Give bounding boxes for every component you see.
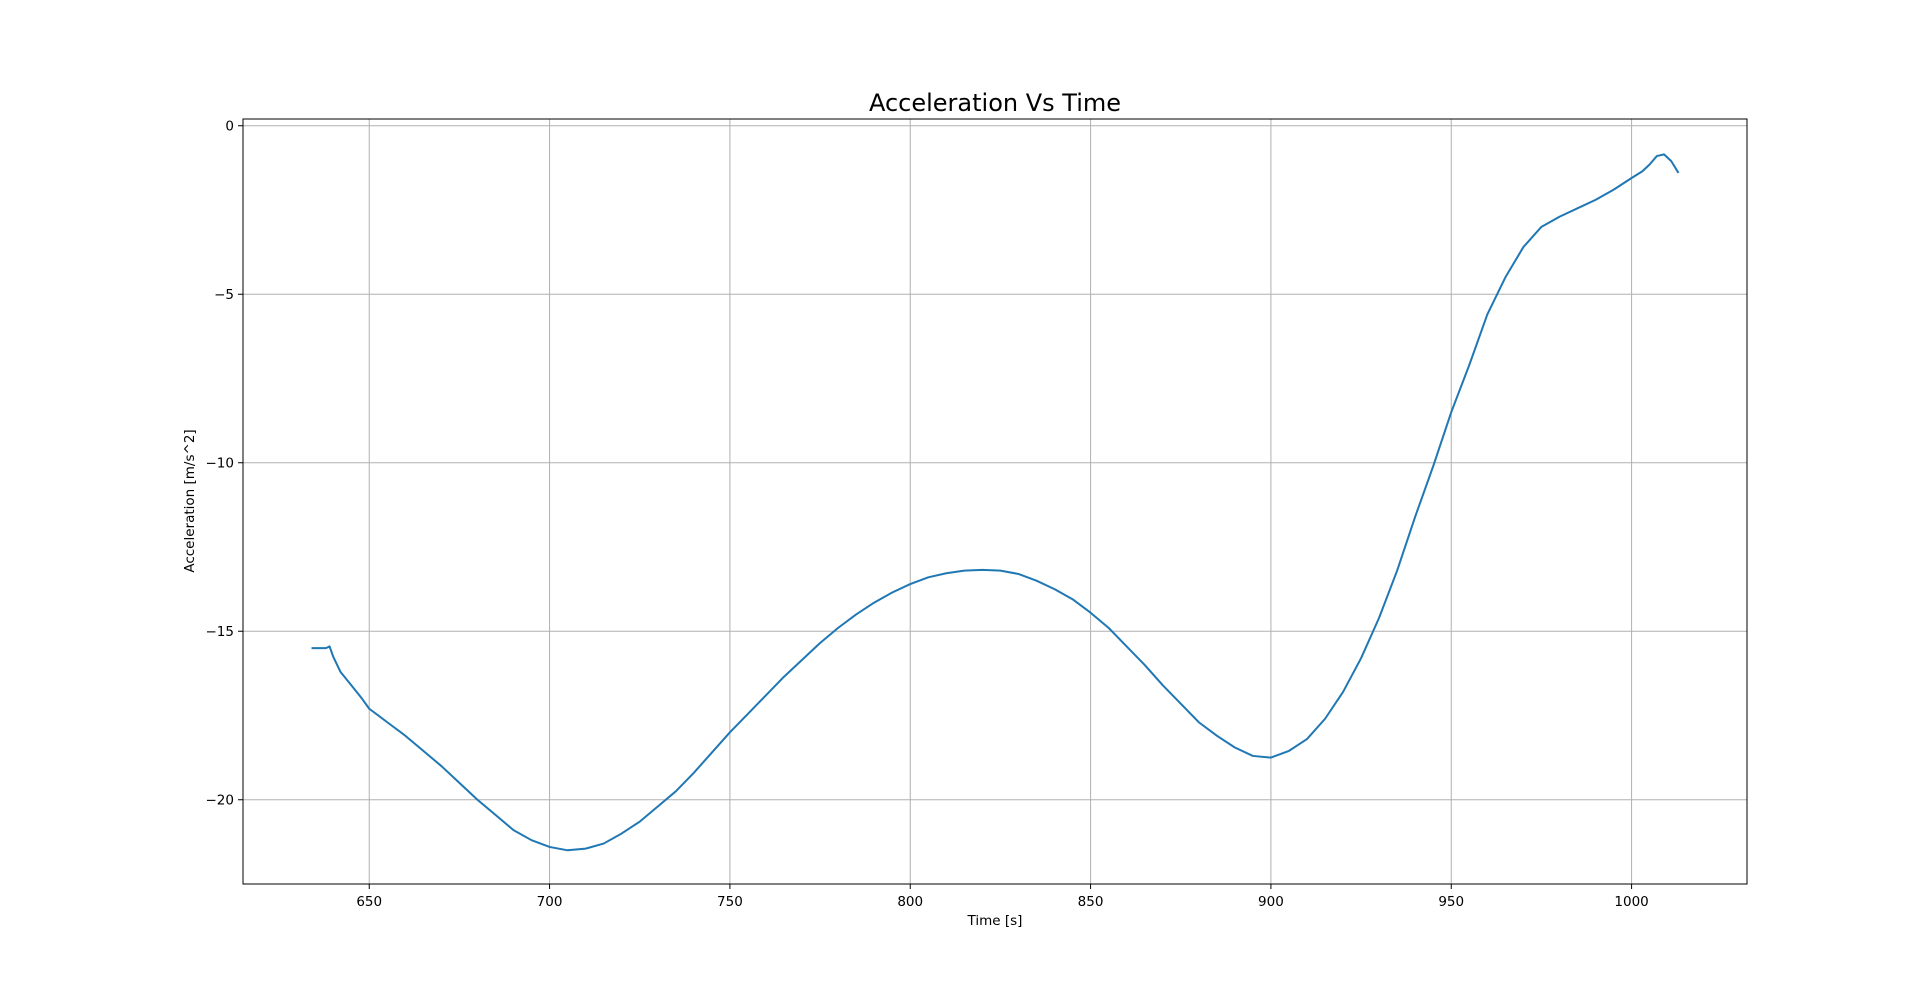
x-tick-label: 1000	[1614, 894, 1648, 910]
y-tick-label: −5	[214, 287, 234, 303]
x-tick-label: 800	[897, 894, 923, 910]
plot-area	[311, 153, 1680, 852]
x-axis-label: Time [s]	[967, 913, 1023, 929]
x-tick-label: 650	[356, 894, 382, 910]
x-tick-label: 750	[717, 894, 743, 910]
x-tick-label: 900	[1258, 894, 1284, 910]
x-axis-ticks: 650 700 750 800 850 900 950 1000	[356, 884, 1649, 910]
y-tick-label: −15	[206, 624, 235, 640]
y-axis-ticks: 0 −5 −10 −15 −20	[206, 119, 243, 809]
y-tick-label: −20	[206, 793, 235, 809]
axes-frame	[242, 118, 1748, 885]
x-tick-label: 950	[1438, 894, 1464, 910]
chart-title: Acceleration Vs Time	[869, 89, 1121, 117]
y-tick-label: 0	[225, 119, 234, 135]
y-axis-label: Acceleration [m/s^2]	[182, 429, 198, 572]
x-tick-label: 700	[537, 894, 563, 910]
y-tick-label: −10	[206, 456, 235, 472]
series-line-0	[311, 153, 1680, 852]
x-tick-label: 850	[1078, 894, 1104, 910]
